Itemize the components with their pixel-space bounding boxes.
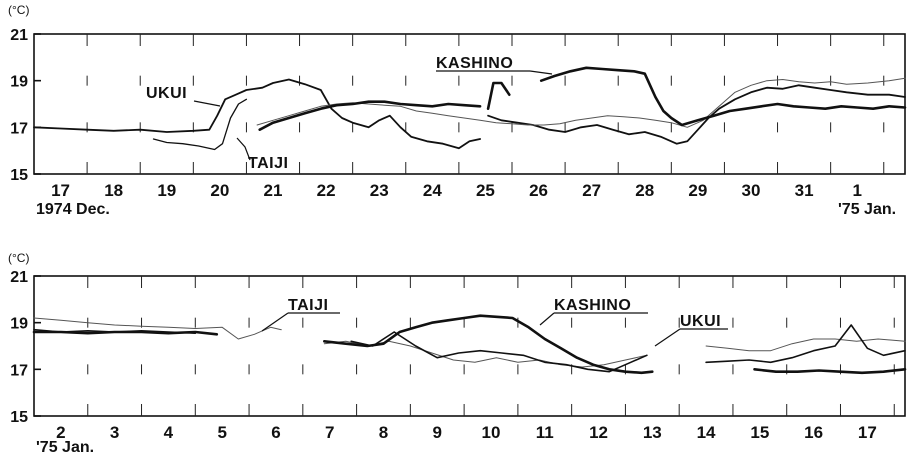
series-label-ukui: UKUI — [146, 85, 187, 102]
x-tick-label: 17 — [858, 423, 877, 442]
x-tick-label: 12 — [589, 423, 608, 442]
leader-ukui — [193, 100, 221, 107]
x-tick-label: 11 — [536, 423, 554, 442]
panel-december: (°C) 15 17 19 21 17 18 19 20 21 22 23 24 25 26 27 28 29… — [8, 3, 907, 218]
plot-frame — [33, 33, 906, 175]
x-tick-label: 6 — [271, 423, 280, 442]
series-label-taiji: TAIJI — [248, 155, 288, 172]
x-tick-label: 7 — [325, 423, 334, 442]
y-tick-label: 21 — [10, 27, 28, 44]
y-tick-label: 19 — [10, 316, 28, 333]
series-label-taiji: TAIJI — [288, 297, 328, 314]
unit-label: (°C) — [8, 251, 29, 265]
y-tick-label: 15 — [10, 409, 28, 426]
series-line-kashino — [539, 66, 907, 127]
date-start-label: '75 Jan. — [36, 439, 94, 455]
date-end-label: '75 Jan. — [838, 201, 896, 218]
x-tick-label: 28 — [635, 181, 654, 200]
x-tick-label: 5 — [217, 423, 226, 442]
leader-ukui — [654, 328, 681, 347]
series-label-ukui: UKUI — [680, 313, 721, 330]
x-tick-label: 31 — [795, 181, 814, 200]
series-line-ukui — [705, 324, 906, 364]
x-tick-label: 30 — [742, 181, 761, 200]
series-line-ukui — [33, 78, 482, 150]
series-label-kashino: KASHINO — [554, 297, 631, 314]
x-tick-label: 8 — [379, 423, 388, 442]
series-line-kashino — [486, 81, 511, 110]
series-line-kashino — [753, 367, 907, 375]
x-tick-label: 18 — [104, 181, 123, 200]
leader-kashino — [539, 312, 555, 326]
y-tick-label: 19 — [10, 74, 28, 91]
x-tick-label: 29 — [688, 181, 707, 200]
x-tick-label: 16 — [804, 423, 823, 442]
unit-label: (°C) — [8, 3, 29, 17]
leader-taiji — [261, 312, 289, 332]
leader-taiji — [236, 137, 251, 161]
x-tick-label: 22 — [317, 181, 336, 200]
series-line-taiji — [705, 338, 906, 352]
x-tick-label: 3 — [110, 423, 119, 442]
y-tick-label: 21 — [10, 269, 28, 286]
y-tick-label: 17 — [10, 362, 28, 379]
series-line-ukui — [350, 331, 648, 373]
x-tick-label: 4 — [164, 423, 174, 442]
x-tick-label: 20 — [210, 181, 229, 200]
series-line-taiji — [33, 317, 282, 340]
x-tick-label: 10 — [482, 423, 501, 442]
x-tick-label: 21 — [264, 181, 283, 200]
x-tick-label: 25 — [476, 181, 495, 200]
x-tick-label: 15 — [750, 423, 769, 442]
series-line-taiji — [152, 98, 248, 151]
series-line-ukui — [487, 84, 906, 145]
y-tick-label: 15 — [10, 167, 28, 184]
leader-kashino — [529, 70, 553, 75]
x-tick-label: 23 — [370, 181, 389, 200]
x-tick-label: 14 — [697, 423, 716, 442]
x-tick-label: 13 — [643, 423, 662, 442]
date-start-label: 1974 Dec. — [36, 201, 110, 218]
x-tick-label: 1 — [852, 181, 861, 200]
plot-frame — [33, 275, 906, 417]
series-line-kashino — [258, 100, 482, 131]
series-line-kashino — [32, 330, 219, 336]
x-tick-label: 17 — [51, 181, 70, 200]
x-tick-label: 2 — [56, 423, 65, 442]
x-tick-label: 27 — [582, 181, 601, 200]
x-tick-label: 19 — [157, 181, 176, 200]
x-tick-label: 24 — [423, 181, 442, 200]
series-label-kashino: KASHINO — [436, 55, 513, 72]
series-line-kashino — [322, 314, 654, 375]
x-tick-label: 9 — [433, 423, 442, 442]
y-tick-label: 17 — [10, 120, 28, 137]
x-tick-label: 26 — [529, 181, 548, 200]
